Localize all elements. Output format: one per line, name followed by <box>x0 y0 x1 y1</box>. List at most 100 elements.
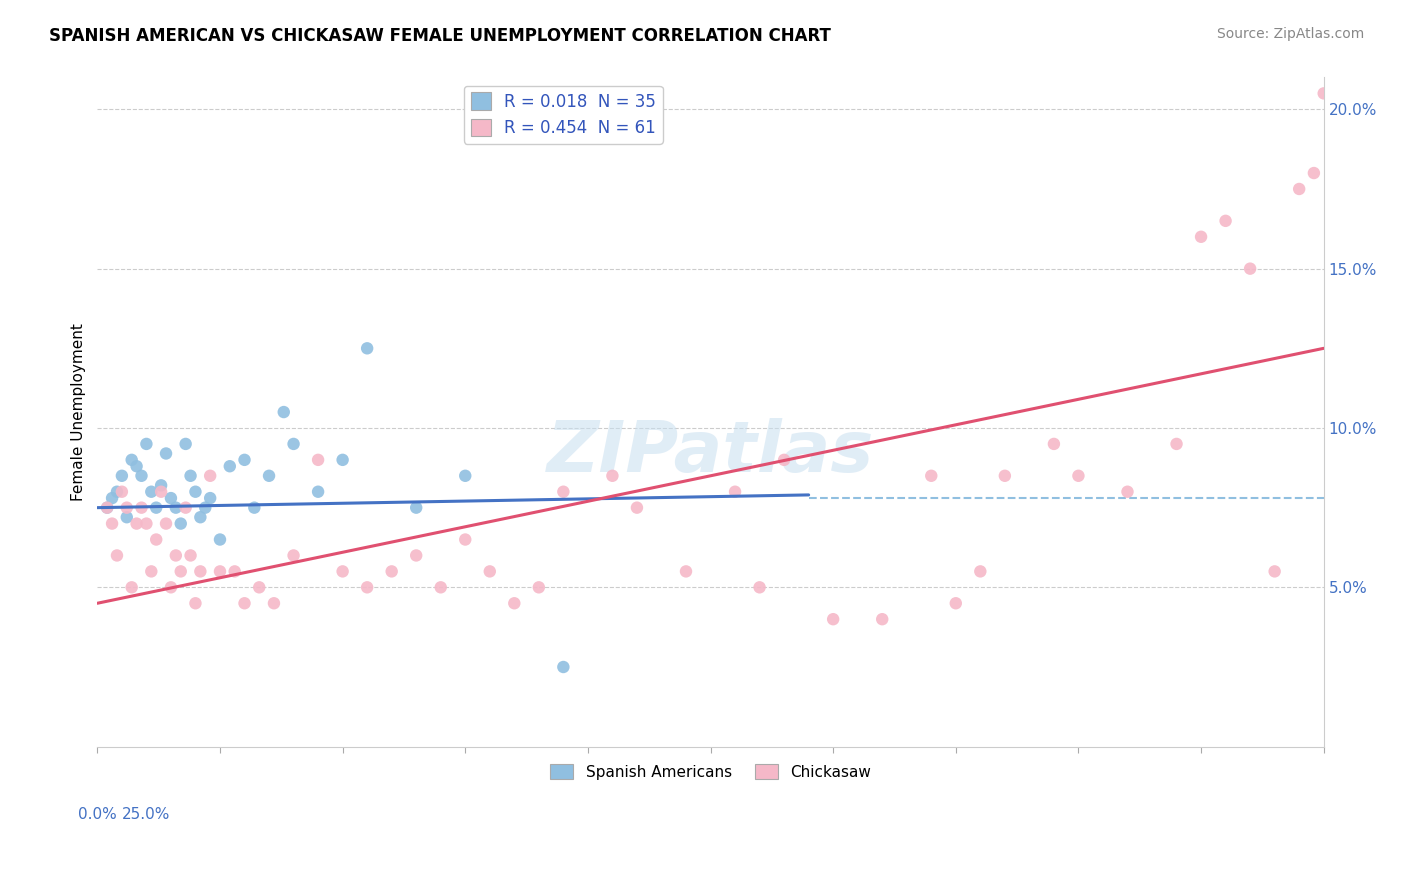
Point <box>165 549 187 563</box>
Point <box>233 596 256 610</box>
Point <box>174 437 197 451</box>
Point <box>170 565 193 579</box>
Point <box>823 612 845 626</box>
Point <box>247 580 270 594</box>
Point <box>1215 214 1237 228</box>
Point <box>356 341 378 355</box>
Point <box>105 484 128 499</box>
Point <box>160 580 183 594</box>
Point <box>198 468 221 483</box>
Point <box>1264 565 1286 579</box>
Point <box>405 500 427 515</box>
Point <box>190 565 212 579</box>
Point <box>263 596 285 610</box>
Point <box>218 459 240 474</box>
Point <box>332 453 354 467</box>
Text: 25.0%: 25.0% <box>122 807 170 822</box>
Point <box>257 468 280 483</box>
Point <box>194 500 217 515</box>
Point <box>945 596 967 610</box>
Point <box>135 516 157 531</box>
Point <box>405 549 427 563</box>
Text: Source: ZipAtlas.com: Source: ZipAtlas.com <box>1216 27 1364 41</box>
Point <box>994 468 1017 483</box>
Point <box>150 478 173 492</box>
Point <box>773 453 796 467</box>
Point <box>121 580 143 594</box>
Text: 0.0%: 0.0% <box>77 807 117 822</box>
Point <box>174 500 197 515</box>
Point <box>478 565 501 579</box>
Point <box>307 484 329 499</box>
Point <box>121 453 143 467</box>
Point <box>553 660 575 674</box>
Point <box>101 491 124 505</box>
Point <box>243 500 266 515</box>
Point <box>1302 166 1324 180</box>
Point <box>125 459 148 474</box>
Point <box>1166 437 1188 451</box>
Point <box>283 437 305 451</box>
Point <box>1189 229 1212 244</box>
Legend: Spanish Americans, Chickasaw: Spanish Americans, Chickasaw <box>544 757 877 786</box>
Point <box>131 468 153 483</box>
Point <box>454 468 477 483</box>
Point <box>135 437 157 451</box>
Point <box>1239 261 1261 276</box>
Point <box>101 516 124 531</box>
Point <box>170 516 193 531</box>
Point <box>155 446 177 460</box>
Point <box>870 612 893 626</box>
Point <box>115 510 138 524</box>
Point <box>105 549 128 563</box>
Point <box>273 405 295 419</box>
Point <box>454 533 477 547</box>
Point <box>125 516 148 531</box>
Point <box>96 500 118 515</box>
Point <box>208 565 231 579</box>
Point <box>131 500 153 515</box>
Point <box>920 468 942 483</box>
Point <box>724 484 747 499</box>
Text: ZIPatlas: ZIPatlas <box>547 417 875 487</box>
Point <box>190 510 212 524</box>
Point <box>503 596 526 610</box>
Point <box>1043 437 1066 451</box>
Point <box>553 484 575 499</box>
Point <box>1312 87 1334 101</box>
Point <box>165 500 187 515</box>
Point <box>145 533 167 547</box>
Point <box>155 516 177 531</box>
Point <box>356 580 378 594</box>
Point <box>233 453 256 467</box>
Point <box>527 580 550 594</box>
Point <box>332 565 354 579</box>
Point <box>96 500 118 515</box>
Point <box>1116 484 1139 499</box>
Point <box>184 596 207 610</box>
Point <box>307 453 329 467</box>
Text: SPANISH AMERICAN VS CHICKASAW FEMALE UNEMPLOYMENT CORRELATION CHART: SPANISH AMERICAN VS CHICKASAW FEMALE UNE… <box>49 27 831 45</box>
Point <box>602 468 624 483</box>
Point <box>748 580 770 594</box>
Point <box>969 565 991 579</box>
Point <box>141 565 163 579</box>
Point <box>180 549 202 563</box>
Point <box>626 500 648 515</box>
Point <box>198 491 221 505</box>
Point <box>1288 182 1310 196</box>
Point <box>111 468 134 483</box>
Point <box>184 484 207 499</box>
Point <box>145 500 167 515</box>
Point <box>180 468 202 483</box>
Y-axis label: Female Unemployment: Female Unemployment <box>72 323 86 501</box>
Point <box>283 549 305 563</box>
Point <box>115 500 138 515</box>
Point <box>111 484 134 499</box>
Point <box>224 565 246 579</box>
Point <box>150 484 173 499</box>
Point <box>141 484 163 499</box>
Point <box>160 491 183 505</box>
Point <box>429 580 451 594</box>
Point <box>1067 468 1090 483</box>
